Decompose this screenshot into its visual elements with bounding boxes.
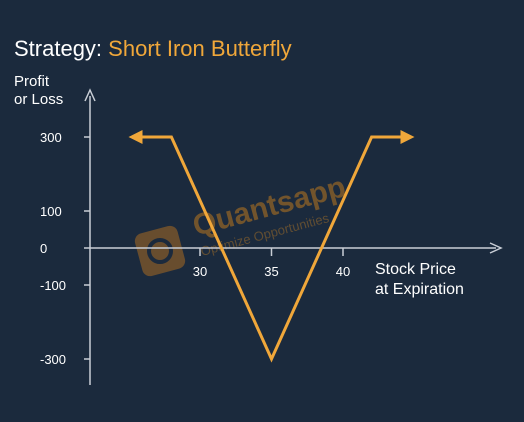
watermark-logo-icon — [134, 225, 186, 277]
y-tick-label: -300 — [40, 352, 66, 367]
tick-labels: 300 100 0 -100 -300 30 35 40 — [40, 130, 350, 367]
y-tick-label: 100 — [40, 204, 62, 219]
chart-title: Strategy: Short Iron Butterfly — [14, 36, 292, 62]
x-tick-label: 30 — [193, 264, 207, 279]
watermark-logo-ring — [147, 238, 173, 264]
title-strategy: Short Iron Butterfly — [108, 36, 292, 61]
axes — [84, 88, 503, 385]
y-tick-label: 0 — [40, 241, 47, 256]
payoff-line — [140, 135, 403, 363]
x-tick-label: 35 — [264, 264, 278, 279]
right-arrow-icon — [400, 130, 415, 144]
x-axis-arrow-icon — [489, 242, 503, 254]
left-arrow-icon — [128, 130, 143, 144]
title-prefix: Strategy: — [14, 36, 103, 61]
payoff-series — [128, 130, 415, 363]
x-tick-label: 40 — [336, 264, 350, 279]
y-axis-label: Profit or Loss — [14, 73, 64, 108]
x-axis-label: Stock Price at Expiration — [375, 261, 464, 298]
y-axis-arrow-icon — [84, 88, 96, 102]
y-tick-label: 300 — [40, 130, 62, 145]
y-tick-label: -100 — [40, 278, 66, 293]
